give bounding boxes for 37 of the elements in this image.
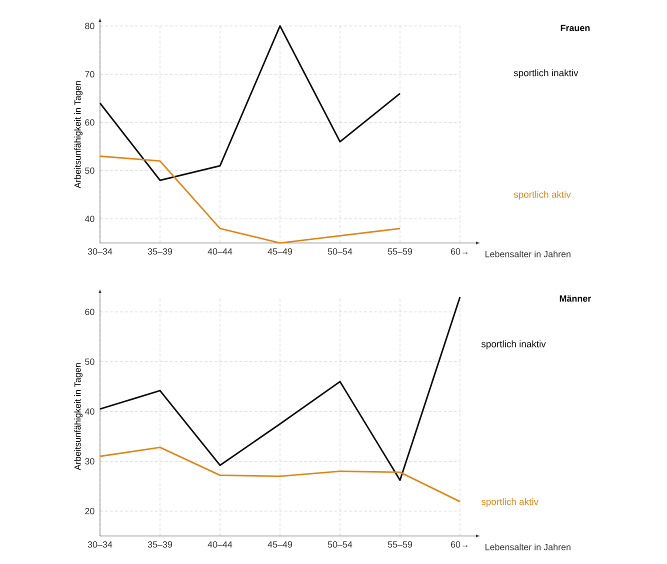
y-tick-label: 70 [85, 71, 94, 78]
x-axis-title: Lebensalter in Jahren [486, 250, 570, 258]
x-tick-label: 45–49 [268, 248, 292, 255]
x-tick-label: 40–44 [208, 248, 232, 255]
x-tick-label: 60→ [450, 541, 468, 548]
text: sportlich inaktiv [514, 69, 578, 78]
x-tick-label: 45–49 [268, 541, 292, 548]
y-tick-label: 50 [85, 167, 94, 174]
x-tick-label: 30–34 [88, 248, 112, 255]
x-axis-title: Lebensalter in Jahren [486, 544, 570, 550]
x-tick-label: 30–34 [88, 541, 112, 548]
y-axis-title: Arbeitsunfähigkeit in Tagen [74, 81, 83, 188]
x-tick-label: 50–54 [328, 248, 352, 255]
x-tick-label: 40–44 [208, 541, 232, 548]
y-tick-label: 60 [85, 119, 94, 126]
text: Männer [560, 295, 592, 302]
y-tick-label: 30 [85, 458, 94, 464]
y-tick-label: 40 [84, 216, 94, 222]
line-series [99, 25, 401, 182]
x-tick-label: 35–39 [148, 541, 172, 548]
text: sportlich aktiv [514, 190, 571, 200]
x-tick-label: 50–54 [328, 541, 352, 548]
y-axis-title: Arbeitsunfähigkeit in Tagen [74, 363, 83, 470]
x-tick-label: 60→ [450, 248, 468, 255]
y-tick-label: 40 [84, 408, 94, 415]
x-tick-label: 55–59 [388, 248, 412, 255]
line-series [99, 296, 461, 482]
y-tick-label: 60 [85, 308, 94, 316]
text: sportlich aktiv [481, 498, 538, 507]
y-tick-label: 50 [85, 358, 94, 365]
y-tick-label: 80 [85, 22, 94, 30]
line-series [99, 446, 461, 502]
x-tick-label: 35–39 [148, 248, 172, 255]
text: Frauen [560, 24, 590, 32]
text: sportlich inaktiv [481, 340, 546, 350]
x-tick-label: 55–59 [388, 541, 412, 548]
y-tick-label: 20 [85, 508, 94, 514]
